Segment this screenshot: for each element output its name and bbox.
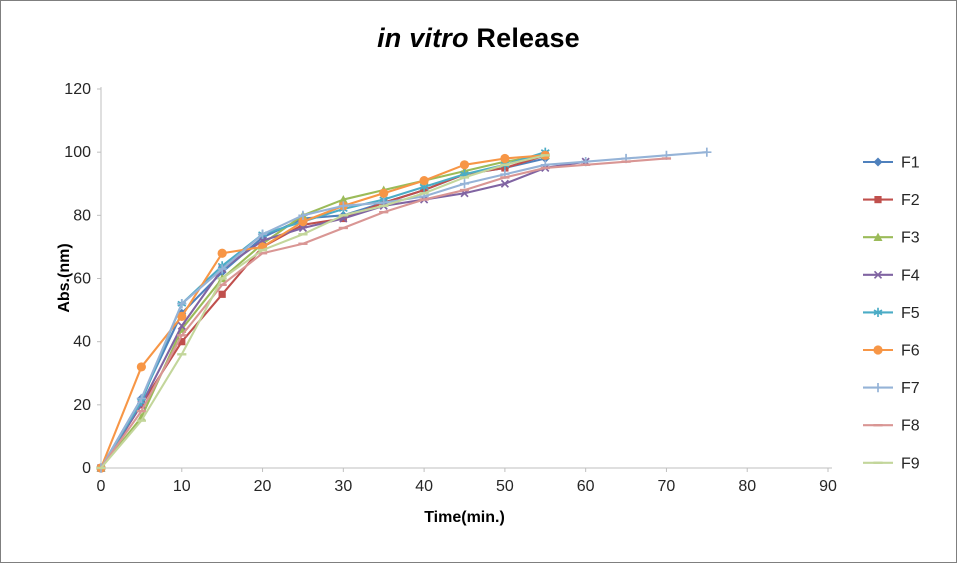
legend-item-F4: F4 xyxy=(863,267,920,284)
legend-item-F3: F3 xyxy=(863,230,920,247)
legend-label-F6: F6 xyxy=(901,343,920,360)
marker-F4 xyxy=(298,223,308,233)
legend-item-F6: F6 xyxy=(863,343,920,360)
series-line-F6 xyxy=(100,154,546,469)
legend-item-F1: F1 xyxy=(863,155,920,172)
series-line-F1 xyxy=(100,157,546,469)
y-tick-label: 60 xyxy=(73,271,91,288)
legend-marker-F4 xyxy=(873,270,883,279)
legend: F1 F2 F3 F4 F5 F6 F7 F8 F9 xyxy=(863,155,920,472)
legend-item-F2: F2 xyxy=(863,192,920,209)
marker-F7 xyxy=(702,147,712,157)
series-line-F3 xyxy=(100,154,546,469)
legend-marker-F5 xyxy=(873,307,883,317)
series-F5 xyxy=(96,147,550,473)
legend-label-F7: F7 xyxy=(901,380,920,397)
y-tick-label: 100 xyxy=(64,144,91,161)
marker-F6 xyxy=(500,153,510,164)
x-tick-label: 20 xyxy=(254,478,272,495)
x-tick-label: 10 xyxy=(173,478,191,495)
marker-F7 xyxy=(217,264,227,274)
marker-F2 xyxy=(178,338,186,346)
marker-F7 xyxy=(338,201,348,211)
y-axis-label: Abs.(nm) xyxy=(56,243,73,313)
marker-F6 xyxy=(217,248,227,258)
x-tick-label: 40 xyxy=(415,478,433,495)
series-F3 xyxy=(96,150,550,472)
x-tick-label: 0 xyxy=(97,478,106,495)
marker-F3 xyxy=(338,194,348,204)
y-tick-label: 80 xyxy=(73,207,91,224)
legend-label-F3: F3 xyxy=(901,230,920,247)
x-tick-label: 80 xyxy=(738,478,756,495)
x-axis-label: Time(min.) xyxy=(424,509,505,526)
legend-item-F5: F5 xyxy=(863,305,920,322)
x-tick-label: 90 xyxy=(819,478,837,495)
marker-F7 xyxy=(136,393,146,404)
legend-label-F8: F8 xyxy=(901,418,920,435)
marker-F4 xyxy=(258,236,267,245)
series-line-F9 xyxy=(100,154,546,469)
chart-title: in vitro Release xyxy=(1,23,956,54)
legend-marker-F7 xyxy=(873,383,883,393)
marker-F6 xyxy=(419,175,429,186)
legend-item-F9: F9 xyxy=(863,455,920,472)
marker-F6 xyxy=(459,160,470,170)
marker-F4 xyxy=(177,321,186,330)
legend-label-F1: F1 xyxy=(901,155,920,172)
legend-marker-F1 xyxy=(873,157,883,167)
marker-F6 xyxy=(136,362,146,372)
y-tick-label: 40 xyxy=(73,334,91,351)
series-line-F5 xyxy=(100,151,546,469)
x-tick-label: 50 xyxy=(496,478,514,495)
marker-F7 xyxy=(298,210,308,220)
chart-title-rest-part: Release xyxy=(468,23,580,53)
x-tick-label: 60 xyxy=(577,478,595,495)
legend-label-F9: F9 xyxy=(901,455,920,472)
marker-F7 xyxy=(459,179,470,189)
legend-marker-F2 xyxy=(874,196,882,204)
series-F9 xyxy=(96,154,550,470)
marker-F6 xyxy=(177,311,187,321)
legend-label-F5: F5 xyxy=(901,305,920,322)
marker-F4 xyxy=(500,179,509,188)
legend-item-F7: F7 xyxy=(863,380,920,397)
series-line-F2 xyxy=(100,154,546,469)
marker-F6 xyxy=(379,188,389,198)
legend-marker-F3 xyxy=(873,232,883,241)
marker-F7 xyxy=(257,229,268,239)
y-tick-label: 0 xyxy=(82,460,91,477)
x-tick-label: 70 xyxy=(658,478,676,495)
series-F1 xyxy=(96,153,550,473)
series-F2 xyxy=(97,151,549,472)
chart-title-italic-part: in vitro xyxy=(377,23,469,53)
marker-F2 xyxy=(218,290,226,298)
legend-label-F2: F2 xyxy=(901,192,920,209)
legend-item-F8: F8 xyxy=(863,418,920,435)
marker-F6 xyxy=(298,217,308,227)
marker-F3 xyxy=(136,412,146,422)
y-tick-label: 20 xyxy=(73,397,91,414)
series-F6 xyxy=(96,150,550,473)
y-tick-label: 120 xyxy=(64,81,91,98)
marker-F7 xyxy=(177,299,187,309)
x-tick-label: 30 xyxy=(334,478,352,495)
legend-label-F4: F4 xyxy=(901,267,920,284)
legend-marker-F6 xyxy=(873,345,883,355)
